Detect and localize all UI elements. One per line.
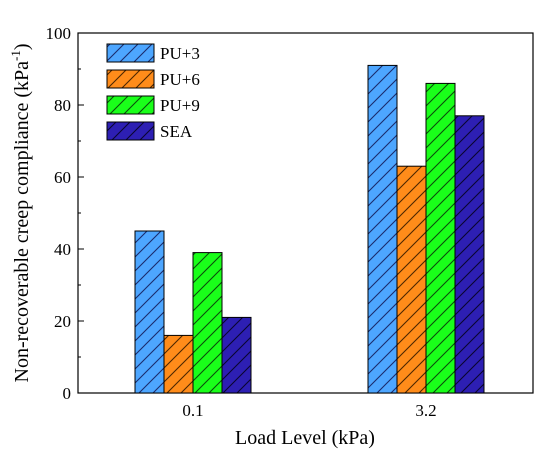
x-axis-ticks: 0.1 3.2 [182, 387, 437, 420]
y-tick-label: 80 [54, 96, 71, 115]
legend-swatch [106, 95, 155, 115]
y-axis-ticks: 0 20 40 60 80 100 [46, 24, 84, 403]
x-axis-label: Load Level (kPa) [235, 427, 375, 449]
y-tick-label: 100 [46, 24, 72, 43]
bar-pu-3-3_2 [367, 64, 398, 394]
legend-label: PU+3 [160, 44, 200, 63]
bar-pu-6-3_2 [396, 165, 427, 394]
y-axis-label-superscript: -1 [8, 50, 23, 61]
legend-swatch [106, 43, 155, 63]
bar-pu-6-0_1 [163, 334, 194, 394]
legend-label: SEA [160, 122, 193, 141]
legend-swatch [106, 69, 155, 89]
bar-pu-3-0_1 [134, 230, 165, 394]
bar-pu-9-0_1 [192, 252, 223, 394]
bars-group [134, 64, 485, 394]
y-axis-label: Non-recoverable creep compliance (kPa-1) [8, 43, 33, 382]
x-tick-label: 0.1 [182, 401, 203, 420]
legend-swatch [106, 121, 155, 141]
bar-sea-3_2 [454, 115, 485, 394]
bar-pu-9-3_2 [425, 82, 456, 394]
x-tick-label: 3.2 [415, 401, 436, 420]
y-tick-label: 0 [63, 384, 72, 403]
y-axis-label-main: Non-recoverable creep compliance (kPa [11, 61, 33, 383]
legend-label: PU+6 [160, 70, 200, 89]
y-axis-label-suffix: ) [11, 43, 33, 50]
bar-sea-0_1 [221, 316, 252, 394]
legend-label: PU+9 [160, 96, 200, 115]
legend: PU+3 PU+6 PU+9 SEA [106, 43, 200, 141]
y-tick-label: 40 [54, 240, 71, 259]
y-tick-label: 20 [54, 312, 71, 331]
y-tick-label: 60 [54, 168, 71, 187]
